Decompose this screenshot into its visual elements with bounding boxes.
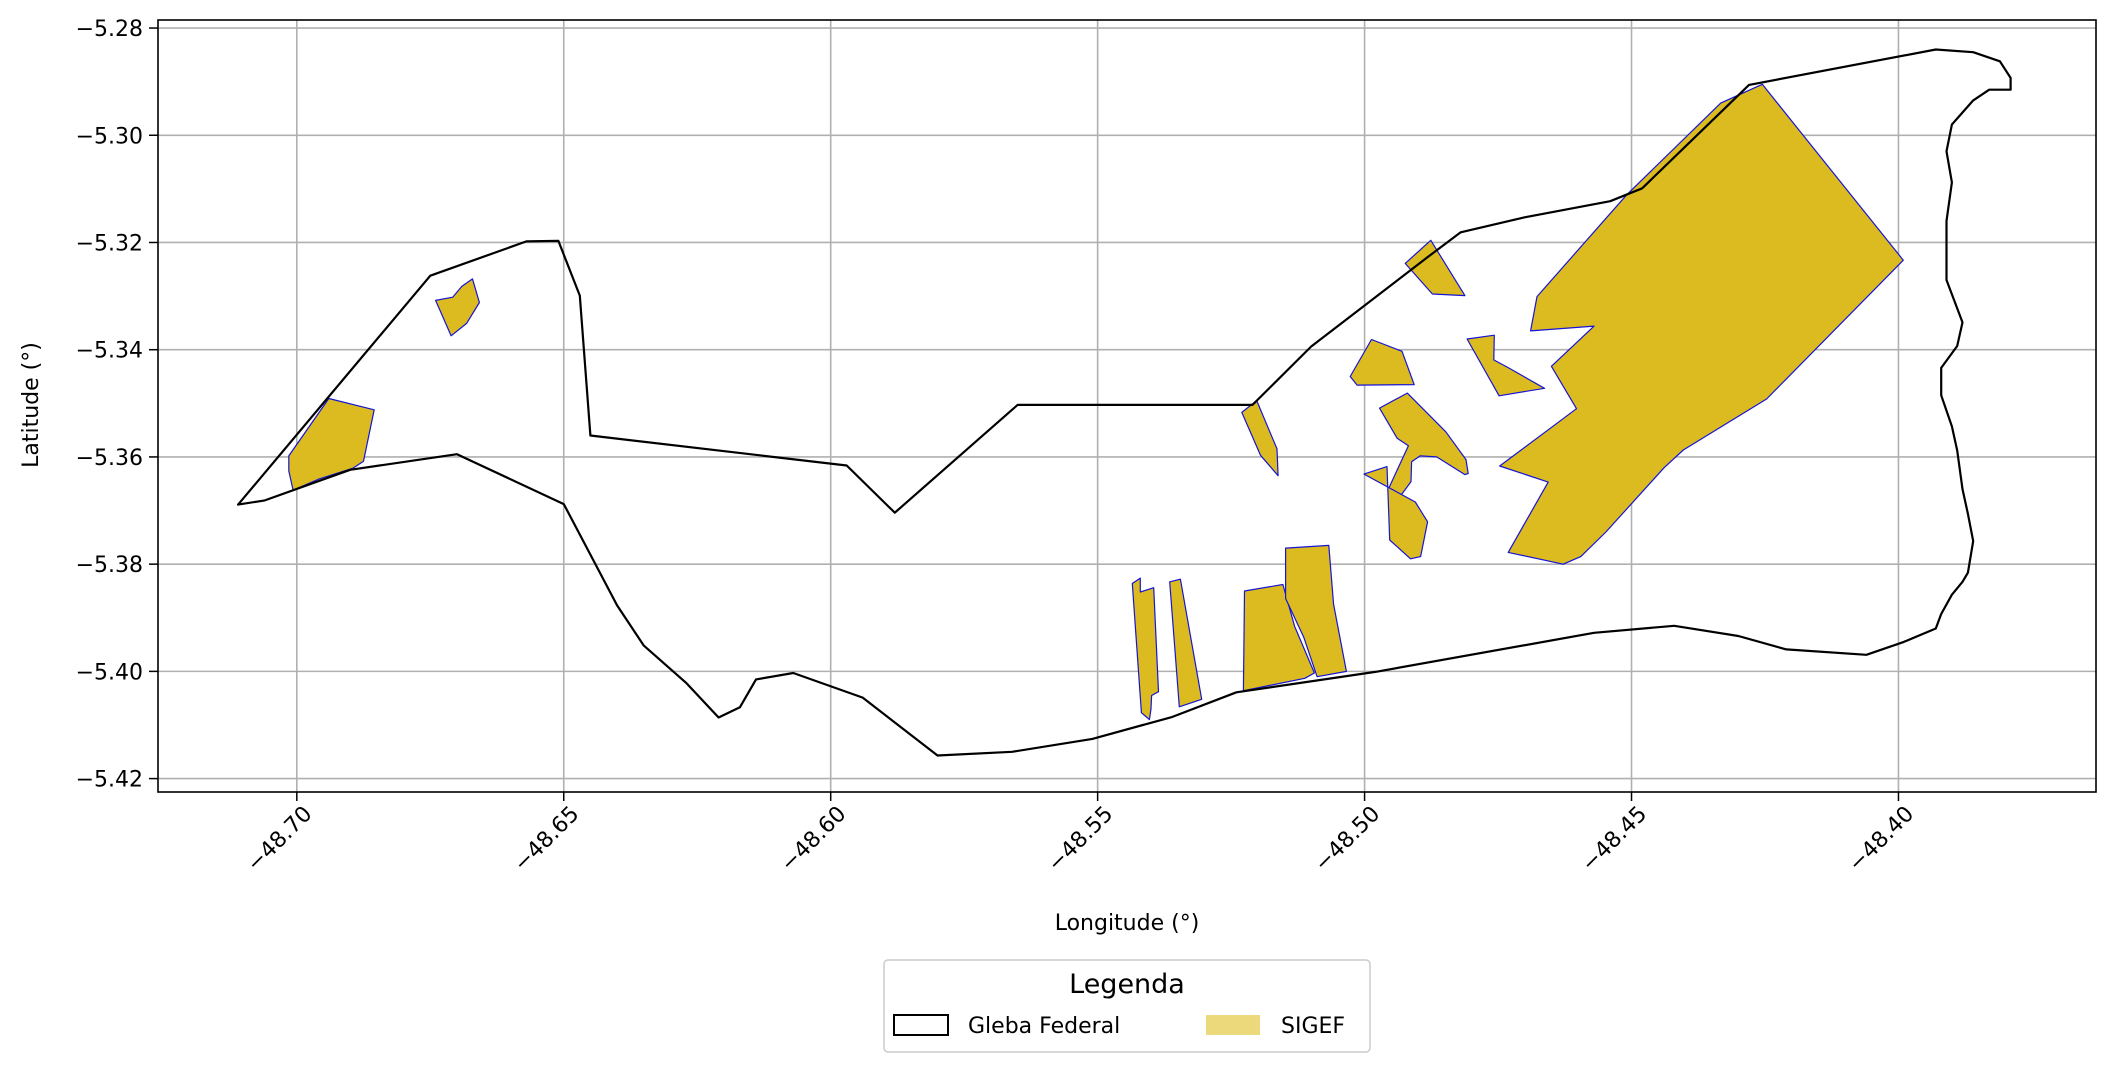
sigef-parcel [288, 397, 375, 491]
x-axis-label: Longitude (°) [1055, 911, 1200, 936]
y-tick-label: −5.34 [76, 339, 143, 364]
y-tick-label: −5.32 [76, 231, 143, 256]
sigef-parcel [1378, 392, 1469, 503]
sigef-parcel [1131, 577, 1160, 721]
sigef-parcel [1242, 583, 1316, 692]
legend-title: Legenda [1069, 969, 1185, 1000]
sigef-parcel [1499, 83, 1904, 565]
sigef-parcel [435, 278, 480, 337]
y-tick-label: −5.42 [76, 768, 143, 793]
sigef-parcel [1466, 334, 1546, 397]
legend: Legenda Gleba Federal SIGEF [883, 959, 1371, 1053]
sigef-parcel [1169, 578, 1203, 708]
legend-label-sigef: SIGEF [1281, 1014, 1345, 1039]
y-tick-label: −5.36 [76, 446, 143, 471]
sigef-parcel [1284, 544, 1348, 678]
plot-frame [157, 19, 2097, 793]
y-tick-label: −5.40 [76, 660, 143, 685]
y-tick-label: −5.38 [76, 553, 143, 578]
sigef-parcel [1404, 239, 1466, 297]
legend-swatch-sigef [1206, 1015, 1260, 1035]
gleba-federal-layer [237, 48, 2012, 757]
y-axis-label: Latitude (°) [19, 342, 44, 468]
legend-swatch-gleba-federal [893, 1014, 949, 1036]
sigef-parcel [1363, 466, 1429, 560]
y-tick-label: −5.30 [76, 124, 143, 149]
y-tick-label: −5.28 [76, 17, 143, 42]
sigef-layer [288, 83, 1904, 721]
gleba-federal-boundary [237, 48, 2012, 757]
sigef-parcel [1349, 338, 1415, 386]
legend-label-gleba-federal: Gleba Federal [968, 1014, 1120, 1039]
